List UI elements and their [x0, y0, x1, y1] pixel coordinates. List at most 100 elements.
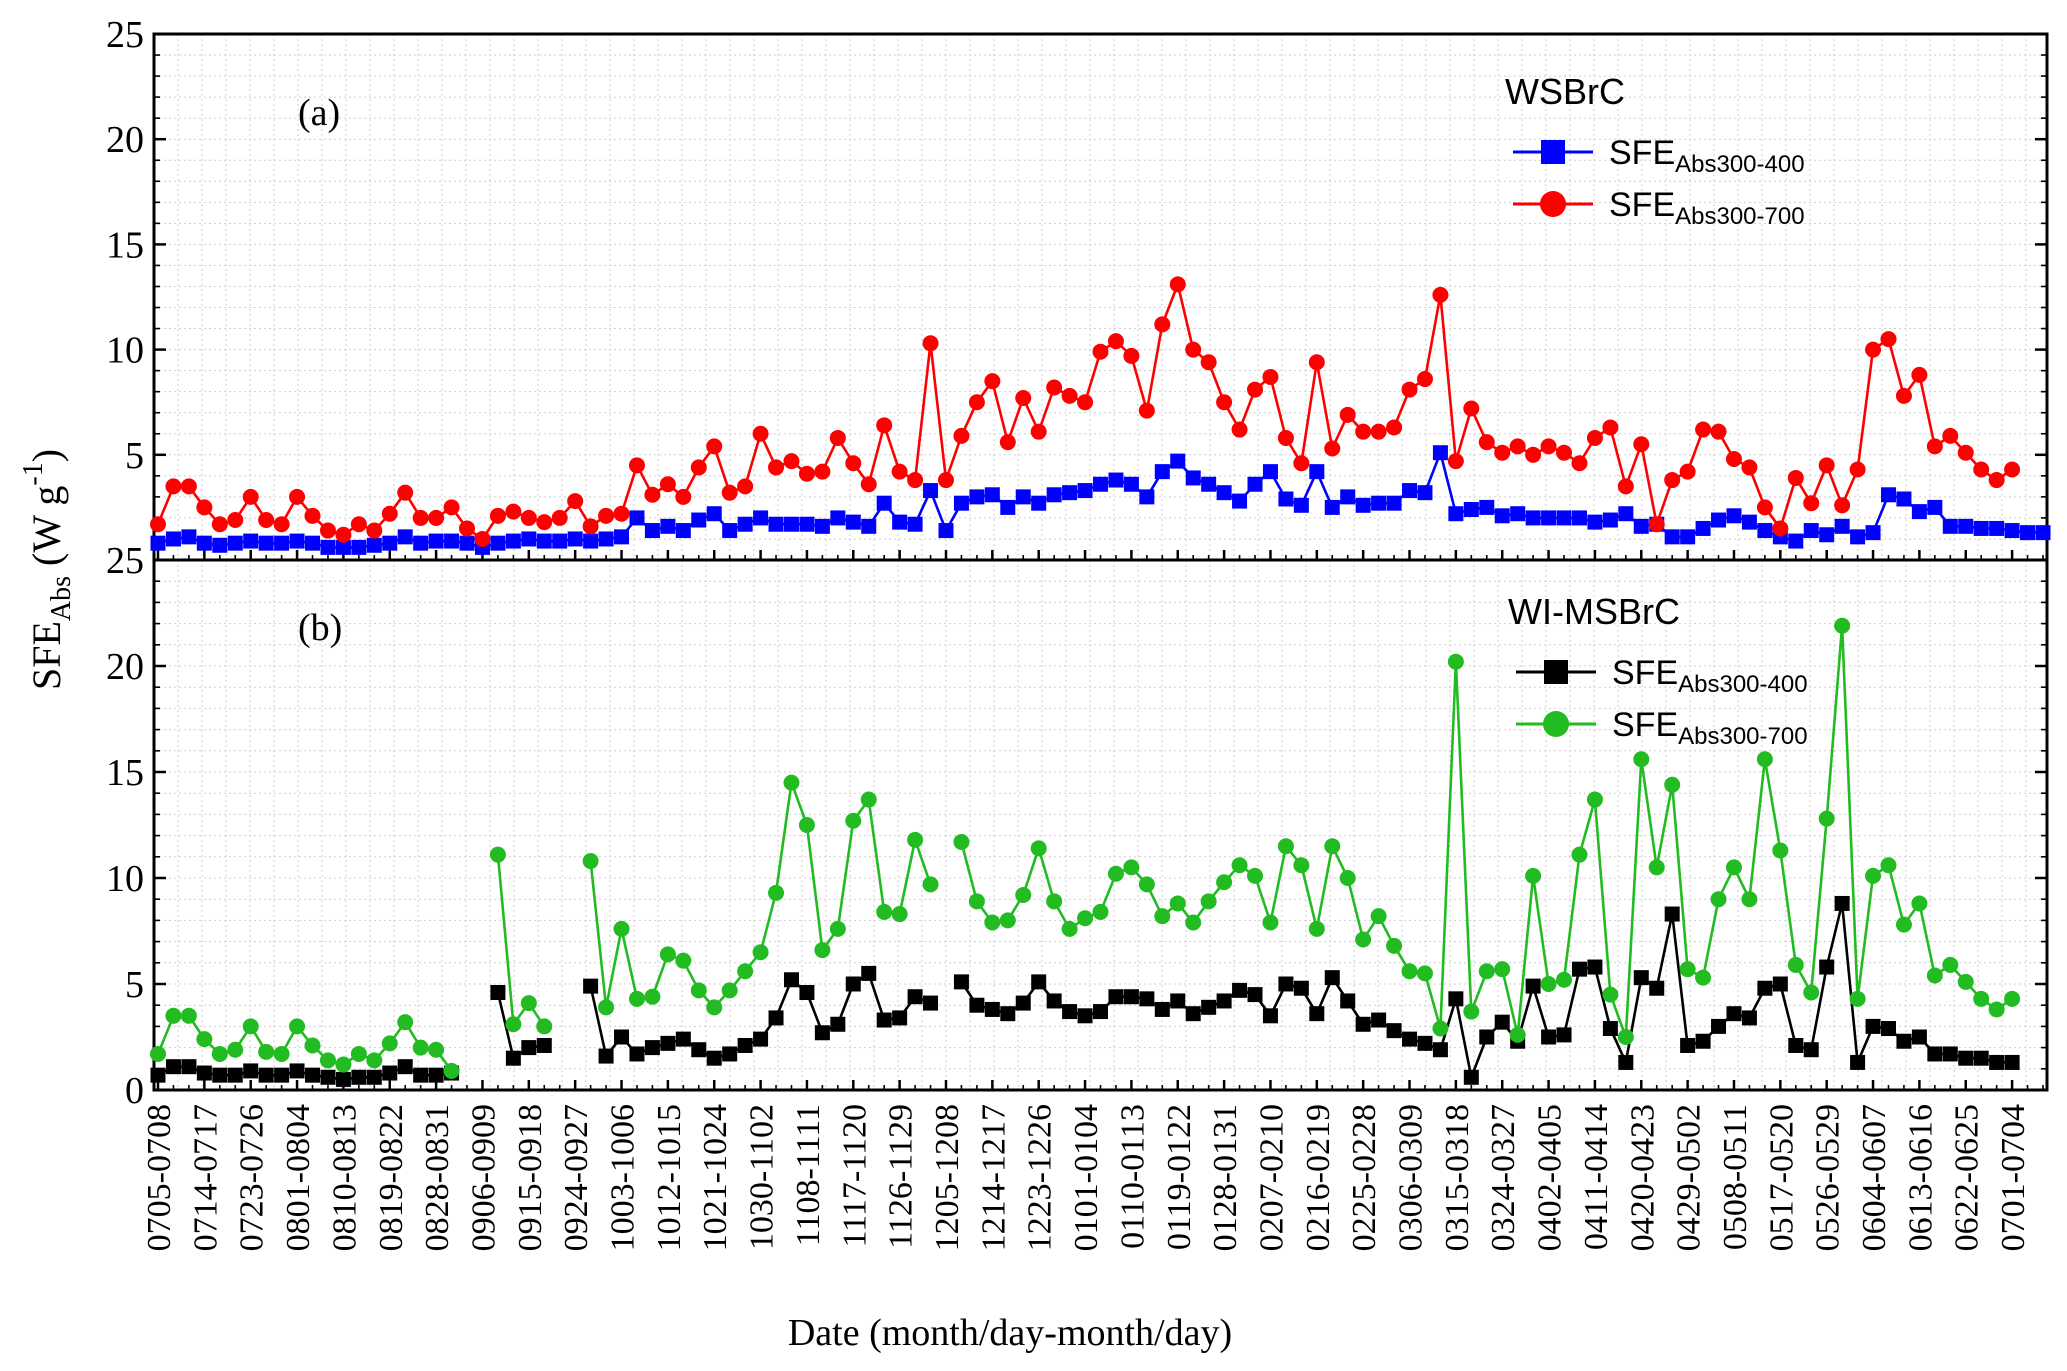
data-point-square [382, 535, 398, 551]
data-point-circle [1030, 840, 1047, 857]
x-tick-label: 0411-0414 [1578, 1104, 1615, 1250]
data-point-square [598, 531, 614, 547]
data-point-square [969, 489, 985, 505]
x-tick-label: 0622-0625 [1949, 1104, 1986, 1251]
data-point-circle [366, 522, 383, 539]
data-point-circle [1803, 984, 1820, 1001]
data-point-circle [1262, 914, 1279, 931]
data-point-square [1571, 510, 1587, 526]
data-point-square [1031, 495, 1047, 511]
data-point-square [1741, 1010, 1757, 1026]
data-point-square [845, 514, 861, 530]
data-point-circle [1633, 751, 1650, 768]
y-tick-label: 0 [125, 1070, 144, 1112]
data-point-square [1958, 1050, 1974, 1066]
data-point-square [1927, 499, 1943, 515]
data-point-square [1154, 1001, 1170, 1017]
legend-marker-circle [1543, 711, 1569, 737]
series-line-abs300-700 [156, 283, 2013, 541]
panel-label-a: (a) [298, 92, 340, 134]
data-point-circle [1494, 444, 1511, 461]
data-point-square [1015, 489, 1031, 505]
data-point-circle [2004, 990, 2021, 1007]
data-point-circle [860, 476, 877, 493]
data-point-circle [690, 459, 707, 476]
data-point-square [1633, 970, 1649, 986]
y-tick-label: 10 [106, 330, 144, 372]
data-point-circle [1416, 965, 1433, 982]
data-point-square [1123, 989, 1139, 1005]
data-point-square [1123, 476, 1139, 492]
data-point-square [1402, 483, 1418, 499]
x-tick-label: 0701-0704 [1995, 1104, 2032, 1251]
data-point-square [1340, 489, 1356, 505]
legend-entry-label: SFEAbs300-400 [1609, 134, 1805, 178]
data-point-square [1973, 1050, 1989, 1066]
data-point-circle [443, 1062, 460, 1079]
data-point-square [1139, 991, 1155, 1007]
data-point-square [1371, 1012, 1387, 1028]
data-point-circle [366, 1052, 383, 1069]
data-point-square [1602, 1021, 1618, 1037]
data-point-square [1154, 464, 1170, 480]
data-point-square [521, 531, 537, 547]
y-tick-label: 5 [125, 435, 144, 477]
data-point-square [305, 535, 321, 551]
data-point-square [814, 518, 830, 534]
data-point-circle [1540, 976, 1557, 992]
data-point-square [1293, 497, 1309, 513]
data-point-circle [1586, 429, 1603, 446]
legend-marker-circle [1540, 191, 1566, 217]
x-tick-label: 0924-0927 [558, 1104, 595, 1251]
data-point-square [1046, 487, 1062, 503]
data-point-circle [227, 1041, 244, 1058]
data-point-square [1093, 1004, 1108, 1020]
x-axis-title: Date (month/day-month/day) [788, 1312, 1232, 1354]
data-point-square [737, 516, 753, 532]
data-point-square [691, 1042, 707, 1058]
data-point-square [1463, 502, 1479, 518]
data-point-circle [1741, 891, 1758, 908]
data-point-circle [1973, 990, 1990, 1007]
data-point-circle [598, 507, 615, 524]
data-point-square [1633, 518, 1649, 534]
data-point-circle [721, 484, 738, 501]
data-point-square [196, 535, 212, 551]
data-point-square [1958, 518, 1974, 534]
data-point-square [258, 1067, 274, 1083]
data-point-square [1309, 464, 1325, 480]
data-point-square [583, 533, 599, 549]
data-point-circle [1092, 343, 1109, 360]
data-point-circle [1447, 453, 1464, 470]
data-point-square [1850, 1054, 1866, 1070]
x-tick-label: 0216-0219 [1300, 1104, 1337, 1251]
data-point-circle [721, 982, 738, 999]
data-point-circle [1648, 516, 1665, 533]
y-axis-title: SFEAbs (W g-1) [18, 449, 77, 690]
data-point-circle [1015, 886, 1032, 903]
data-point-circle [428, 1041, 445, 1058]
data-point-circle [273, 516, 290, 533]
data-point-square [227, 1067, 243, 1083]
data-point-circle [2004, 461, 2021, 478]
data-point-circle [968, 394, 985, 411]
y-tick-label: 20 [106, 119, 144, 161]
data-point-circle [273, 1045, 290, 1062]
data-point-square [351, 539, 367, 555]
data-point-circle [196, 1031, 213, 1048]
data-point-circle [1540, 438, 1557, 455]
data-point-square [1139, 489, 1155, 505]
x-tick-label: 0110-0113 [1114, 1104, 1151, 1249]
data-point-circle [1262, 368, 1279, 385]
x-tick-label: 0819-0822 [373, 1104, 410, 1251]
data-point-circle [1834, 617, 1851, 634]
data-point-circle [350, 516, 367, 533]
data-point-circle [1432, 286, 1449, 303]
data-point-circle [1138, 876, 1155, 893]
data-point-circle [165, 1007, 182, 1024]
data-point-square [1942, 1046, 1958, 1062]
data-point-circle [1030, 423, 1047, 440]
data-point-circle [984, 914, 1001, 931]
data-point-square [783, 516, 799, 532]
data-point-circle [180, 1007, 197, 1024]
